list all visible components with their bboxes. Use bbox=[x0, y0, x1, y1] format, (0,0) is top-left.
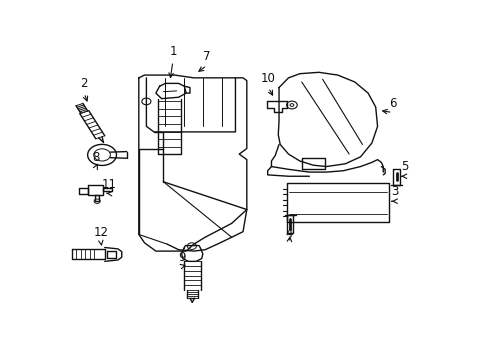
Text: 8: 8 bbox=[93, 151, 100, 164]
Text: 6: 6 bbox=[388, 97, 396, 110]
Text: 3: 3 bbox=[390, 185, 398, 198]
Text: 9: 9 bbox=[178, 251, 185, 264]
Text: 12: 12 bbox=[93, 226, 108, 239]
Text: 7: 7 bbox=[203, 50, 210, 63]
Text: 5: 5 bbox=[400, 161, 407, 174]
Text: 11: 11 bbox=[102, 178, 117, 191]
Text: 2: 2 bbox=[81, 77, 88, 90]
Text: 10: 10 bbox=[261, 72, 275, 85]
Text: 4: 4 bbox=[285, 227, 292, 240]
Text: 1: 1 bbox=[169, 45, 176, 58]
